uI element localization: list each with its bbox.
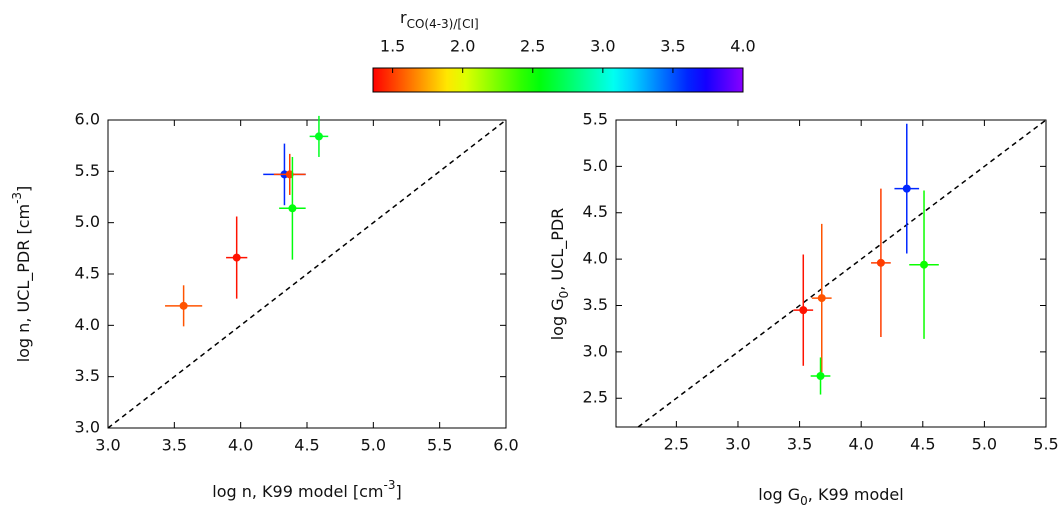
y-tick-label: 5.5	[583, 110, 608, 129]
x-tick-label: 4.0	[228, 436, 253, 455]
y-tick-label: 4.0	[75, 315, 100, 334]
y-axis-label-part: -3	[10, 192, 24, 204]
x-tick-label: 4.5	[910, 435, 935, 454]
x-axis-label-part: 0	[800, 494, 808, 506]
y-axis-label: log G0, UCL_PDR	[548, 208, 571, 341]
x-tick-label: 4.5	[294, 436, 319, 455]
colorbar-tick-label: 4.0	[730, 37, 755, 56]
x-axis-label: log G0, K99 model	[758, 485, 903, 506]
x-axis-label-part: -3	[384, 478, 396, 492]
y-tick-label: 3.5	[583, 295, 608, 314]
y-tick-label: 2.5	[583, 388, 608, 407]
y-axis-label-part: ]	[14, 186, 33, 192]
x-axis-label-part: ]	[395, 482, 401, 501]
colorbar-tick-label: 3.0	[590, 37, 615, 56]
x-tick-label: 3.0	[725, 435, 750, 454]
colorbar	[372, 67, 744, 93]
x-axis-label-part: , K99 model	[808, 485, 904, 504]
x-tick-label: 3.5	[162, 436, 187, 455]
x-tick-label: 6.0	[493, 436, 518, 455]
data-point	[920, 260, 929, 269]
y-axis-label: log n, UCL_PDR [cm-3]	[10, 186, 34, 363]
y-axis-label-part: log G	[548, 298, 567, 340]
colorbar-tick-label: 2.0	[450, 37, 475, 56]
data-point	[288, 204, 297, 213]
y-tick-label: 3.0	[583, 341, 608, 360]
y-tick-label: 4.0	[583, 249, 608, 268]
y-axis-label-part: 0	[557, 291, 571, 299]
y-axis-label-part: , UCL_PDR	[548, 208, 568, 291]
y-tick-label: 5.0	[583, 156, 608, 175]
y-tick-label: 6.0	[75, 110, 100, 129]
x-axis-label-part: log n, K99 model [cm	[212, 482, 383, 501]
y-axis-label-part: log n, UCL_PDR [cm	[14, 204, 34, 362]
y-tick-label: 4.5	[75, 264, 100, 283]
data-point	[876, 258, 885, 267]
x-tick-label: 5.5	[1033, 435, 1058, 454]
one-to-one-line	[107, 119, 507, 429]
data-point	[817, 294, 826, 303]
colorbar-tick-label: 1.5	[380, 37, 405, 56]
data-point	[902, 184, 911, 193]
data-point	[314, 132, 323, 141]
x-tick-label: 5.0	[361, 436, 386, 455]
colorbar-tick-label: 3.5	[660, 37, 685, 56]
colorbar-label-part: CO(4-3)/[CI]	[407, 17, 479, 31]
data-point	[179, 301, 188, 310]
y-tick-label: 5.5	[75, 161, 100, 180]
x-tick-label: 4.0	[848, 435, 873, 454]
x-tick-label: 2.5	[664, 435, 689, 454]
y-tick-label: 4.5	[583, 202, 608, 221]
x-axis-label: log n, K99 model [cm-3]	[212, 478, 401, 501]
y-tick-label: 3.0	[75, 418, 100, 437]
colorbar-tick-label: 2.5	[520, 37, 545, 56]
x-tick-label: 3.5	[787, 435, 812, 454]
y-tick-label: 5.0	[75, 212, 100, 231]
data-point	[232, 253, 241, 262]
data-point	[816, 371, 825, 380]
x-tick-label: 3.0	[95, 436, 120, 455]
one-to-one-line	[637, 119, 1047, 428]
x-tick-label: 5.5	[427, 436, 452, 455]
colorbar-label-part: r	[400, 8, 407, 27]
x-tick-label: 5.0	[972, 435, 997, 454]
x-axis-label-part: log G	[758, 485, 800, 504]
data-point	[799, 306, 808, 315]
plot-frame	[615, 119, 1047, 428]
y-tick-label: 3.5	[75, 366, 100, 385]
colorbar-label: rCO(4-3)/[CI]	[400, 8, 479, 31]
